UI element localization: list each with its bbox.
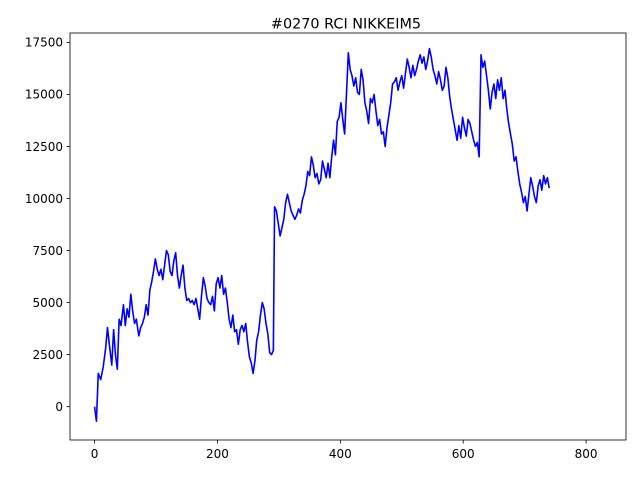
y-tick-label: 0 bbox=[55, 400, 63, 414]
x-axis-ticks: 0 200 400 600 800 bbox=[91, 440, 598, 461]
y-tick-label: 17500 bbox=[25, 36, 63, 50]
x-tick-label: 600 bbox=[452, 447, 475, 461]
x-tick-label: 800 bbox=[575, 447, 598, 461]
y-tick-label: 15000 bbox=[25, 88, 63, 102]
y-axis-ticks: 0 2500 5000 7500 10000 12500 15000 17500 bbox=[25, 36, 70, 414]
x-tick-label: 400 bbox=[329, 447, 352, 461]
x-tick-label: 0 bbox=[91, 447, 99, 461]
y-tick-label: 7500 bbox=[32, 244, 63, 258]
y-tick-label: 10000 bbox=[25, 192, 63, 206]
y-tick-label: 5000 bbox=[32, 296, 63, 310]
y-tick-label: 12500 bbox=[25, 140, 63, 154]
x-tick-label: 200 bbox=[206, 447, 229, 461]
plot-frame bbox=[69, 32, 627, 441]
chart-title: #0270 RCI NIKKEIM5 bbox=[271, 17, 421, 33]
plot-area bbox=[93, 47, 550, 423]
series-line-0 bbox=[93, 47, 550, 423]
y-tick-label: 2500 bbox=[32, 348, 63, 362]
